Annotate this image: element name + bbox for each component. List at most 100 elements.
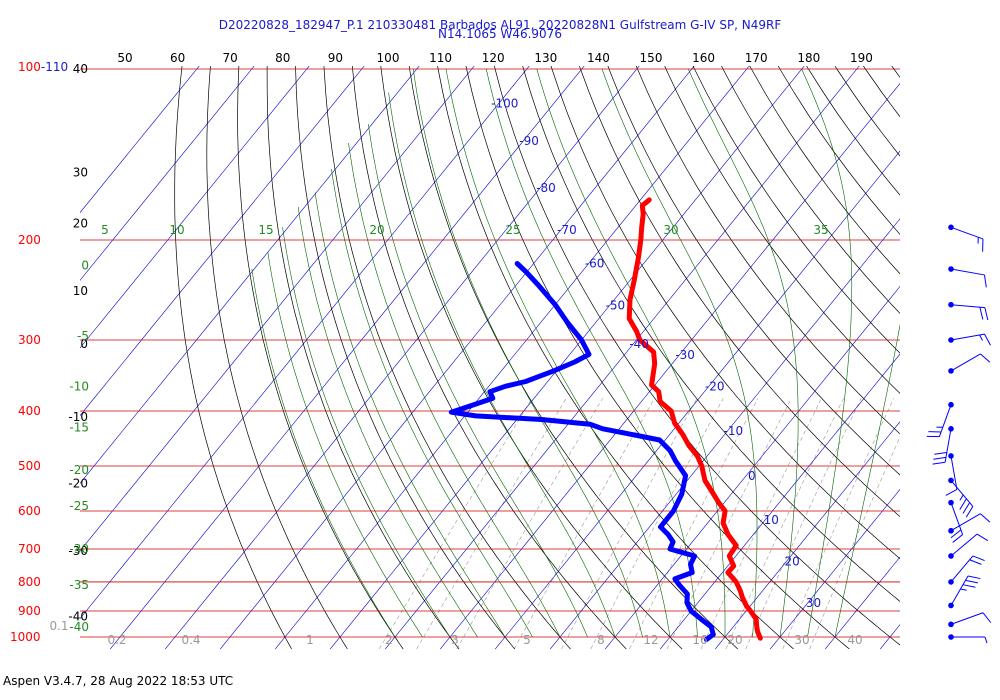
pressure-label-1000: 1000 [10,630,41,644]
isotherm-label--100: -100 [491,96,518,110]
isotherm-label--90: -90 [519,134,539,148]
isotherm-line [604,285,900,650]
moist-top-label-25: 25 [505,223,520,237]
dry-adiabat-line [266,66,460,650]
moist-left-label-0: 0 [81,259,89,273]
wind-barb-dot [948,453,954,459]
theta-left-label-20: 20 [73,216,88,230]
wind-barb-dot [948,527,954,534]
title-line-1: D20220828_182947_P.1 210330481 Barbados … [218,18,782,32]
wind-barb-dot [948,579,954,585]
theta-top-label-80: 80 [275,51,290,65]
moist-left-label--20: -20 [69,463,89,477]
isotherm-line [109,66,585,650]
wind-barb-dot [948,337,954,343]
theta-top-label-100: 100 [377,51,400,65]
pressure-label-600: 600 [18,504,41,518]
moist-left-label--15: -15 [69,421,89,435]
isotherm-line [494,150,900,650]
theta-top-label-150: 150 [640,51,663,65]
theta-left-label-30: 30 [73,165,88,179]
wind-barb-flag [972,555,985,562]
theta-top-label-70: 70 [223,51,238,65]
theta-left-label--10: -10 [68,410,88,424]
isotherm-line [80,66,365,417]
theta-left-label-0: 0 [80,337,88,351]
isotherm-label--50: -50 [606,299,626,313]
sounding-traces [448,197,763,642]
moist-adiabat-line [314,192,506,638]
theta-left-label--20: -20 [68,477,88,491]
dry-adiabat-line [891,66,900,78]
mixing-ratio-line-12 [809,436,900,650]
isotherm-line [80,66,530,620]
isotherm-label-0: 0 [748,469,756,483]
mixing-label-0.1: 0.1 [49,619,68,633]
dry-adiabat-line [931,43,1000,649]
isotherm-label-10: 10 [764,513,779,527]
isotherm-line [384,66,860,650]
isotherm-label--70: -70 [557,223,577,237]
moist-adiabat-line [834,323,900,638]
dry-adiabat-line [206,66,348,650]
isotherm-line [80,66,255,281]
mixing-ratio-line-3 [513,398,655,650]
moist-top-label-10: 10 [169,223,184,237]
mixing-ratio-line-8 [700,398,822,650]
wind-barb [948,575,981,609]
mixing-label-2: 2 [385,633,393,647]
pressure-label-800: 800 [18,575,41,589]
mixing-label-20: 20 [727,633,742,647]
moist-left-label--10: -10 [69,379,89,393]
mixing-label-40: 40 [847,633,862,647]
dry-adiabat-line [408,66,739,650]
moist-adiabat-line [267,251,423,638]
wind-barb [948,333,991,346]
isotherm-label-20: 20 [785,555,800,569]
dry-adiabat-line [522,66,900,602]
wind-barb-dot [948,602,954,609]
grid-lines [80,43,1000,650]
dewpoint-trace [448,261,716,642]
theta-top-label-110: 110 [429,51,452,65]
wind-barb-staff [950,612,984,625]
wind-barb [948,224,984,252]
wind-barb-staff [944,428,952,463]
theta-left-label-40: 40 [73,62,88,76]
mixing-label-0.4: 0.4 [181,633,200,647]
wind-barb-half-flag [984,636,988,644]
isotherm-label--20: -20 [705,379,725,393]
isotherm-line [80,66,200,214]
wind-barb-flag [965,579,978,584]
wind-barb-staff [950,502,964,535]
wind-barb-flag [980,513,991,523]
theta-top-label-140: 140 [587,51,610,65]
wind-barb-flag [984,307,989,321]
mixing-ratio-line-4 [561,398,698,650]
wind-barb-flag [934,451,947,455]
wind-barb-flag [979,307,984,320]
wind-barb-flag [959,498,967,510]
wind-barb-flag [983,274,987,288]
dry-adiabat-line [437,66,794,650]
theta-top-label-190: 190 [850,51,873,65]
wind-barb-dot [948,301,954,308]
wind-barb [948,353,991,374]
moist-adiabat-line [388,92,616,638]
moist-left-label--30: -30 [69,542,89,556]
isotherm-line [80,66,310,349]
wind-barb-flag [984,333,991,346]
isotherm-label--30: -30 [675,348,695,362]
isotherm-line [329,66,805,650]
wind-barb-flag [969,559,982,565]
wind-barb [932,426,954,465]
mixing-label-1: 1 [306,633,314,647]
wind-barb-staff [950,513,981,532]
pressure-label-100: 100-110 [18,60,68,74]
wind-barb-dot [948,477,954,484]
mixing-ratio-line-2 [456,398,603,650]
wind-barb [948,499,964,543]
dry-adiabat-line [635,66,900,435]
